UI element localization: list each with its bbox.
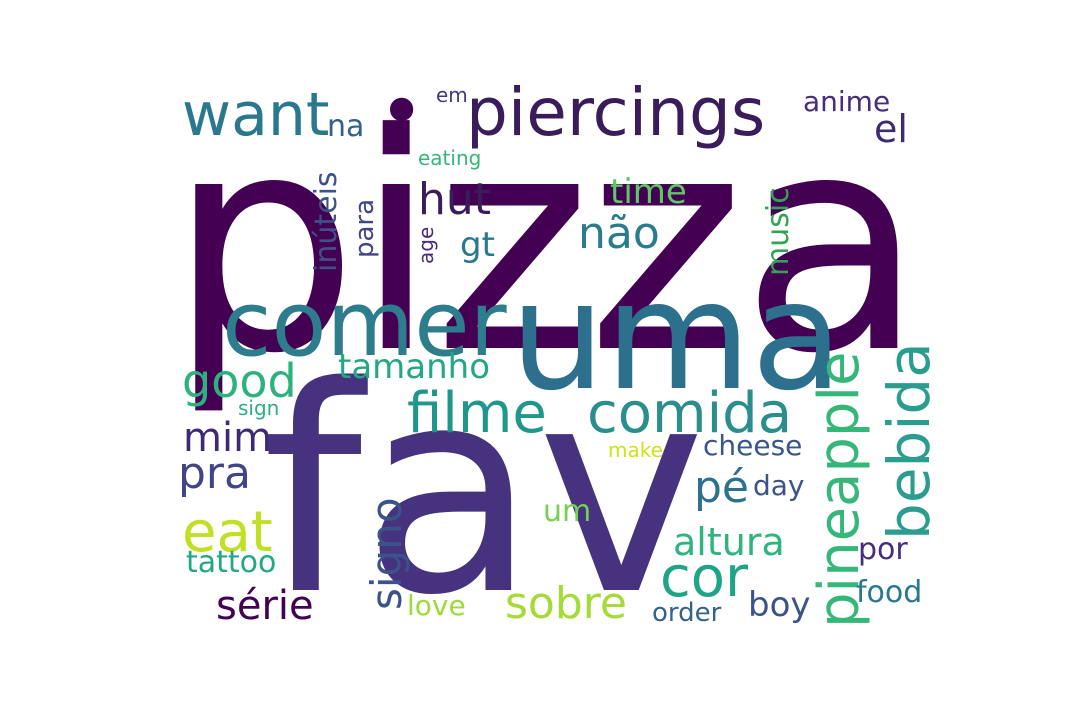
word-day: day [753,469,805,502]
word-eat: eat [182,500,273,565]
word-pe: pé [694,462,749,513]
word-want: want [182,80,330,150]
word-cheese: cheese [703,429,803,462]
word-filme: filme [407,381,547,446]
word-cor: cor [660,545,749,610]
word-bullet: • [378,65,426,158]
word-music: music [761,187,796,276]
word-make: make [608,438,663,462]
word-pizza: pizza [168,70,925,419]
word-uma: uma [510,250,844,424]
word-comer: comer [222,272,507,377]
word-tamanho: tamanho [338,347,491,387]
word-pra: pra [178,448,251,499]
word-em: em [436,83,468,107]
word-el: el [874,107,908,151]
word-food: food [856,575,923,610]
word-piercings: piercings [466,74,766,151]
word-love: love [407,589,466,622]
word-good: good [182,354,297,408]
word-gt: gt [460,225,495,265]
word-time: time [610,172,687,212]
word-fav: fav [262,326,706,658]
word-signo: signo [362,497,411,610]
word-boy: boy [748,585,811,625]
word-order: order [652,598,722,628]
word-age: age [414,226,438,264]
word-inuteis: inúteis [309,171,344,272]
word-na: na [327,109,365,144]
word-sobre: sobre [505,578,627,629]
word-por: por [858,532,908,567]
word-nao: não [578,208,660,259]
word-mim: mim [183,415,273,461]
word-para: para [350,198,380,258]
word-tattoo: tattoo [186,545,277,580]
word-um: um [543,494,592,529]
word-anime: anime [803,85,891,118]
word-eating: eating [418,146,482,170]
word-comida: comida [587,381,793,446]
word-altura: altura [673,520,785,564]
word-serie: série [216,583,314,629]
word-sign: sign [238,396,280,420]
word-bebida: bebida [875,342,943,540]
word-hut: hut [418,174,492,225]
